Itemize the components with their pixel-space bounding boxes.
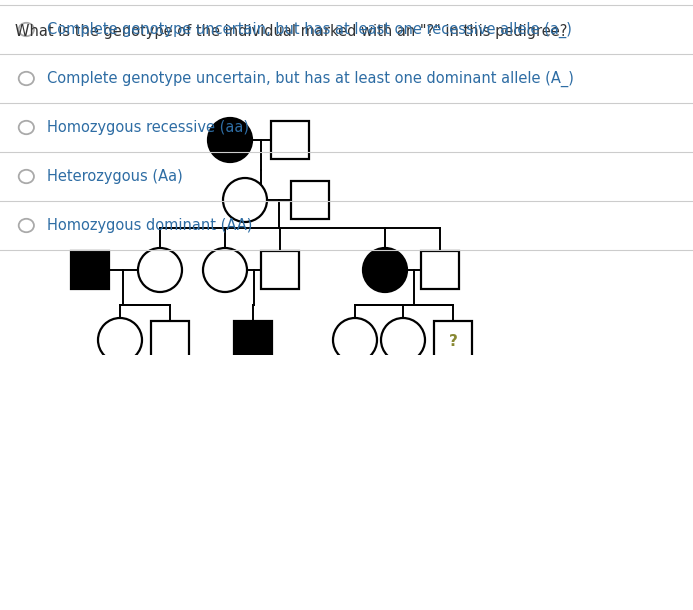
- Circle shape: [98, 318, 142, 362]
- Bar: [234, 321, 272, 359]
- Circle shape: [381, 318, 425, 362]
- Text: Heterozygous (Aa): Heterozygous (Aa): [47, 169, 183, 184]
- Circle shape: [208, 118, 252, 162]
- Text: Homozygous recessive (aa): Homozygous recessive (aa): [47, 120, 249, 135]
- Text: What is the genotype of the individual marked with an "?" in this pedigree?: What is the genotype of the individual m…: [15, 24, 568, 40]
- Circle shape: [138, 248, 182, 292]
- Bar: [271, 121, 309, 159]
- Bar: [291, 181, 329, 219]
- Text: Complete genotype uncertain, but has at least one dominant allele (A_): Complete genotype uncertain, but has at …: [47, 70, 574, 87]
- Text: Complete genotype uncertain, but has at least one recessive allele (a_): Complete genotype uncertain, but has at …: [47, 21, 572, 38]
- Circle shape: [223, 178, 267, 222]
- Bar: [421, 251, 459, 289]
- Circle shape: [203, 248, 247, 292]
- Circle shape: [333, 318, 377, 362]
- Circle shape: [363, 248, 407, 292]
- Bar: [261, 251, 299, 289]
- Bar: [151, 321, 189, 359]
- Bar: [71, 251, 109, 289]
- Bar: [434, 321, 472, 359]
- Text: ?: ?: [448, 334, 457, 350]
- Text: Homozygous dominant (AA): Homozygous dominant (AA): [47, 218, 252, 233]
